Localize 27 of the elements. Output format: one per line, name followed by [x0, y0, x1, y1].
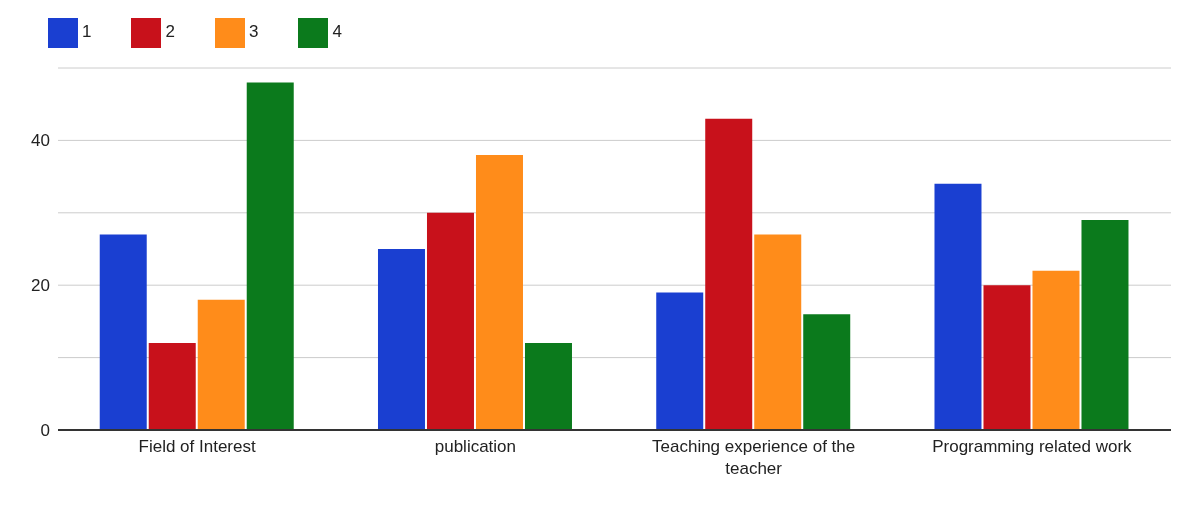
bar: [1081, 220, 1129, 430]
y-tick-label: 20: [31, 276, 50, 296]
legend-label: 2: [165, 22, 175, 42]
legend-label: 4: [332, 22, 342, 42]
bar: [377, 249, 425, 430]
bar: [475, 154, 523, 430]
bar: [705, 118, 753, 430]
bar: [656, 292, 704, 430]
bar: [1032, 270, 1080, 430]
bar: [983, 285, 1031, 430]
bar: [934, 183, 982, 430]
x-tick-label: Field of Interest: [138, 437, 256, 456]
bar: [524, 343, 572, 430]
x-tick-label: Teaching experience of the teacher: [652, 437, 856, 478]
bar: [754, 234, 802, 430]
legend-label: 3: [248, 22, 259, 42]
bar: [246, 82, 294, 430]
bar: [99, 234, 147, 430]
bar: [148, 343, 196, 430]
x-tick-label: Programming related work: [932, 437, 1133, 456]
bar: [197, 299, 245, 430]
y-tick-label: 0: [40, 421, 50, 441]
y-tick-label: 40: [31, 131, 50, 151]
bar: [426, 212, 474, 430]
legend-label: 1: [82, 22, 92, 42]
x-tick-label: publication: [434, 437, 517, 456]
bar: [803, 314, 851, 430]
